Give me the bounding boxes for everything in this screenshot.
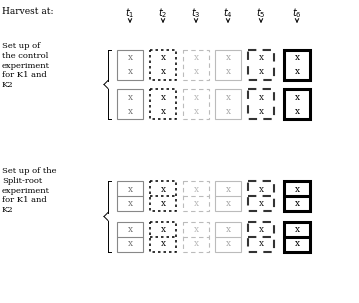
Bar bbox=[248, 181, 274, 211]
Text: x: x bbox=[160, 185, 165, 194]
Text: x: x bbox=[258, 68, 264, 76]
Text: x: x bbox=[127, 106, 132, 115]
Text: x: x bbox=[194, 54, 199, 62]
Text: x: x bbox=[294, 198, 299, 208]
Text: x: x bbox=[160, 225, 165, 235]
Text: x: x bbox=[225, 68, 230, 76]
Text: x: x bbox=[225, 106, 230, 115]
Bar bbox=[183, 222, 209, 252]
Text: x: x bbox=[160, 198, 165, 208]
Bar bbox=[215, 50, 241, 80]
Bar bbox=[248, 89, 274, 119]
Text: x: x bbox=[194, 185, 199, 194]
Text: x: x bbox=[294, 92, 299, 102]
Bar bbox=[284, 89, 310, 119]
Text: x: x bbox=[127, 225, 132, 235]
Text: x: x bbox=[294, 185, 299, 194]
Bar bbox=[150, 89, 176, 119]
Text: x: x bbox=[194, 225, 199, 235]
Text: $t_{2}$: $t_{2}$ bbox=[158, 6, 168, 20]
Text: x: x bbox=[258, 92, 264, 102]
Bar bbox=[215, 222, 241, 252]
Bar bbox=[117, 50, 143, 80]
Bar bbox=[117, 222, 143, 252]
Bar bbox=[150, 222, 176, 252]
Bar bbox=[117, 181, 143, 211]
Bar bbox=[215, 89, 241, 119]
Bar bbox=[248, 222, 274, 252]
Text: $t_{3}$: $t_{3}$ bbox=[191, 6, 201, 20]
Bar bbox=[183, 50, 209, 80]
Text: x: x bbox=[258, 239, 264, 248]
Text: x: x bbox=[225, 54, 230, 62]
Text: x: x bbox=[127, 92, 132, 102]
Text: x: x bbox=[258, 106, 264, 115]
Bar bbox=[183, 89, 209, 119]
Text: x: x bbox=[160, 106, 165, 115]
Text: x: x bbox=[160, 239, 165, 248]
Text: x: x bbox=[127, 54, 132, 62]
Text: x: x bbox=[160, 92, 165, 102]
Text: x: x bbox=[127, 239, 132, 248]
Bar bbox=[183, 181, 209, 211]
Bar bbox=[117, 89, 143, 119]
Text: x: x bbox=[294, 106, 299, 115]
Text: x: x bbox=[294, 68, 299, 76]
Text: x: x bbox=[258, 185, 264, 194]
Text: x: x bbox=[160, 54, 165, 62]
Text: x: x bbox=[294, 225, 299, 235]
Bar bbox=[284, 181, 310, 211]
Bar bbox=[215, 181, 241, 211]
Text: $t_{4}$: $t_{4}$ bbox=[223, 6, 233, 20]
Text: x: x bbox=[258, 54, 264, 62]
Bar bbox=[284, 50, 310, 80]
Bar bbox=[284, 222, 310, 252]
Text: $t_{5}$: $t_{5}$ bbox=[256, 6, 266, 20]
Bar bbox=[150, 181, 176, 211]
Text: x: x bbox=[294, 239, 299, 248]
Text: x: x bbox=[194, 92, 199, 102]
Text: Set up of the
Split-root
experiment
for K1 and
K2: Set up of the Split-root experiment for … bbox=[2, 167, 56, 214]
Text: x: x bbox=[225, 198, 230, 208]
Text: x: x bbox=[225, 185, 230, 194]
Text: x: x bbox=[194, 198, 199, 208]
Text: Set up of
the control
experiment
for K1 and
K2: Set up of the control experiment for K1 … bbox=[2, 42, 50, 89]
Text: x: x bbox=[294, 54, 299, 62]
Bar bbox=[150, 50, 176, 80]
Text: x: x bbox=[194, 106, 199, 115]
Text: x: x bbox=[258, 225, 264, 235]
Text: x: x bbox=[258, 198, 264, 208]
Text: x: x bbox=[225, 225, 230, 235]
Text: x: x bbox=[225, 239, 230, 248]
Text: x: x bbox=[194, 239, 199, 248]
Text: $t_{1}$: $t_{1}$ bbox=[125, 6, 135, 20]
Text: $t_{6}$: $t_{6}$ bbox=[292, 6, 302, 20]
Bar bbox=[248, 50, 274, 80]
Text: x: x bbox=[225, 92, 230, 102]
Text: x: x bbox=[194, 68, 199, 76]
Text: x: x bbox=[127, 68, 132, 76]
Text: Harvest at:: Harvest at: bbox=[2, 7, 53, 16]
Text: x: x bbox=[127, 185, 132, 194]
Text: x: x bbox=[127, 198, 132, 208]
Text: x: x bbox=[160, 68, 165, 76]
